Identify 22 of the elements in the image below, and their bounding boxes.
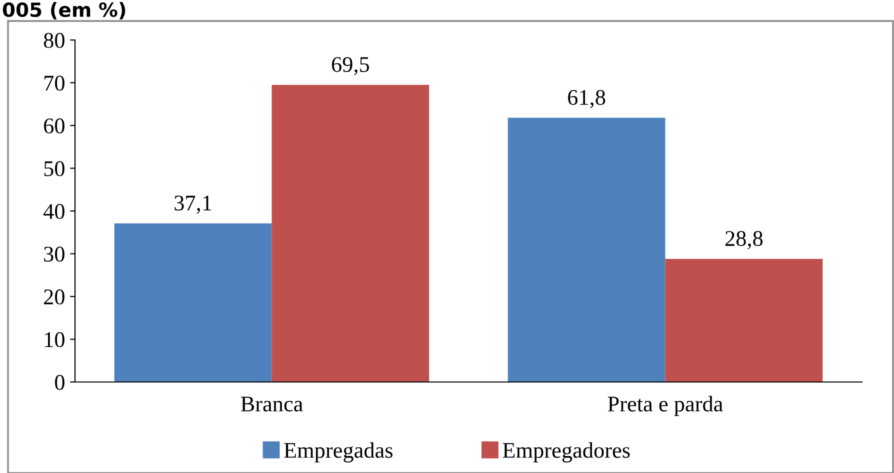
chart-title: 005 (em %) [2, 2, 126, 20]
bar [508, 118, 666, 382]
y-tick-label: 30 [44, 246, 64, 262]
y-tick-label: 80 [44, 32, 64, 48]
y-tick-label: 60 [44, 118, 64, 134]
y-tick-label: 20 [44, 289, 64, 304]
legend-label: Empregadores [502, 442, 630, 462]
data-label: 61,8 [568, 90, 606, 108]
data-label: 28,8 [725, 231, 763, 250]
y-tick-label: 0 [55, 374, 64, 390]
bar [272, 84, 430, 382]
y-tick-label: 70 [44, 76, 64, 91]
legend-label: Empregadas [284, 442, 392, 462]
bar [114, 223, 272, 382]
bar [665, 258, 823, 382]
y-tick-label: 50 [44, 161, 64, 176]
y-tick-label: 40 [43, 204, 64, 219]
data-label: 69,5 [332, 57, 370, 76]
data-label: 37,1 [174, 196, 212, 214]
x-tick-label: Preta e parda [608, 396, 723, 416]
x-tick-label: Branca [240, 396, 303, 412]
y-tick-label: 10 [45, 332, 64, 348]
